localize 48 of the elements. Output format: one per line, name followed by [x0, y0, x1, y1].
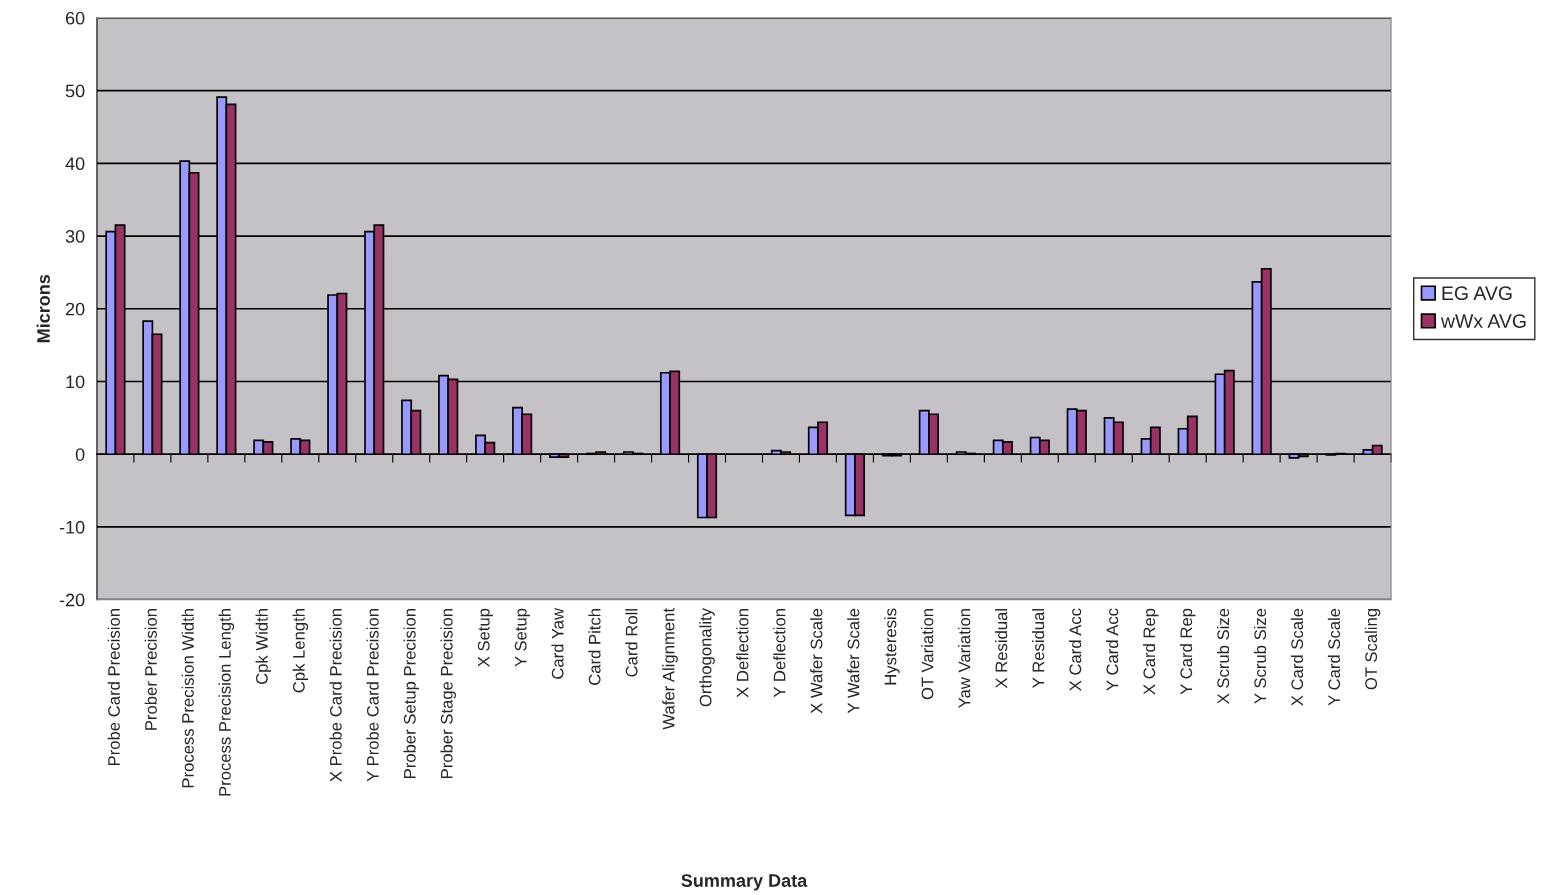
x-tick-label: OT Variation — [921, 609, 934, 700]
y-tick-label: 50 — [65, 84, 85, 98]
x-tick-label: Hysteresis — [884, 608, 900, 685]
x-tick-label: X Card Acc — [1069, 608, 1082, 691]
x-tick-label: Prober Stage Precision — [440, 609, 456, 778]
y-tick-label: -20 — [59, 593, 85, 607]
x-axis-title: Summary Data — [681, 874, 808, 891]
x-tick-label: Y Card Scale — [1327, 608, 1341, 706]
x-tick-label: Orthogonality — [699, 608, 715, 707]
x-tick-label: Y Setup — [514, 608, 530, 667]
x-tick-label: Y Card Acc — [1105, 608, 1119, 691]
x-tick-label: Prober Setup Precision — [403, 609, 419, 778]
y-tick-label: 10 — [66, 375, 85, 389]
x-tick-label: Probe Card Precision — [107, 609, 120, 766]
y-tick-label: -10 — [59, 520, 85, 534]
y-tick-label: 0 — [75, 448, 85, 461]
x-tick-label: OT Scaling — [1364, 609, 1381, 690]
x-tick-label: X Setup — [477, 608, 493, 667]
x-tick-label: Card Roll — [625, 609, 638, 677]
x-tick-label: Y Deflection — [773, 609, 786, 698]
x-tick-label: X Probe Card Precision — [329, 609, 342, 782]
x-tick-label: X Residual — [995, 609, 1008, 689]
x-tick-label: X Wafer Scale — [810, 608, 823, 714]
x-tick-label: X Card Rep — [1142, 608, 1159, 695]
legend-label: EG AVG — [1442, 286, 1512, 301]
x-tick-label: Card Pitch — [588, 609, 601, 685]
x-tick-label: Yaw Variation — [958, 609, 971, 708]
x-tick-label: Y Scrub Size — [1253, 608, 1267, 704]
x-tick-label: Y Card Rep — [1179, 608, 1196, 695]
y-axis-title: Microns — [36, 274, 50, 343]
x-tick-label: X Deflection — [736, 609, 749, 698]
x-tick-label: Card Yaw — [551, 607, 564, 679]
y-tick-label: 40 — [65, 157, 85, 171]
x-tick-label: X Card Scale — [1290, 608, 1304, 706]
x-tick-label: Y Wafer Scale — [847, 608, 860, 714]
x-tick-label: Cpk Length — [292, 609, 309, 693]
x-tick-label: Wafer Alignment — [662, 608, 678, 730]
x-tick-label: Process Precision Width — [181, 609, 194, 788]
y-tick-label: 20 — [65, 302, 85, 316]
legend-label: wWx AVG — [1440, 314, 1526, 328]
x-tick-label: Process Precision Length — [218, 609, 235, 796]
x-tick-label: X Scrub Size — [1216, 608, 1230, 704]
y-tick-label: 30 — [65, 229, 85, 243]
y-tick-label: 60 — [65, 11, 85, 25]
x-tick-label: Y Probe Card Precision — [366, 609, 379, 782]
x-tick-label: Cpk Width — [255, 609, 272, 685]
x-tick-label: Prober Precision — [144, 609, 157, 730]
x-tick-label: Y Residual — [1032, 609, 1045, 688]
